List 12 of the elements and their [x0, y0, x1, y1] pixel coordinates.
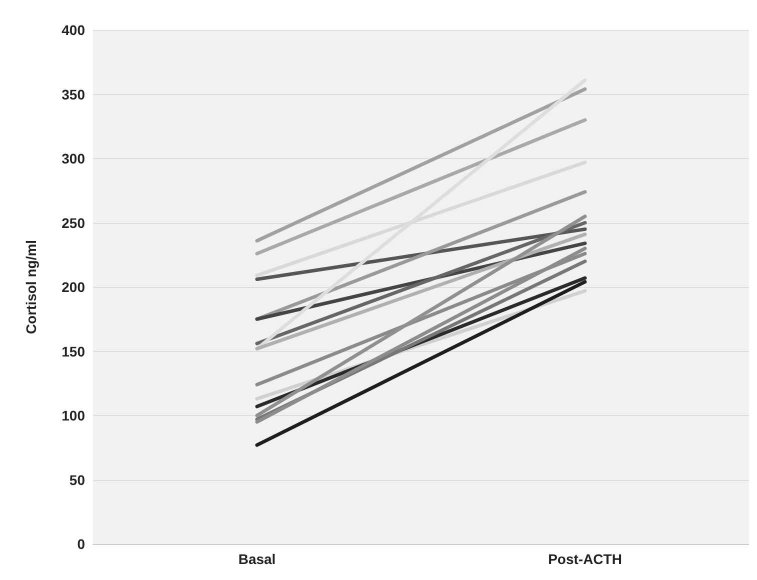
x-tick-label: Post-ACTH	[548, 551, 622, 567]
y-tick-label: 100	[62, 408, 86, 424]
x-tick-label: Basal	[238, 551, 276, 567]
y-tick-label: 200	[62, 279, 86, 295]
y-tick-label: 400	[62, 22, 86, 38]
y-tick-label: 350	[62, 86, 86, 102]
y-tick-label: 50	[69, 472, 86, 488]
y-tick-label: 300	[62, 150, 86, 166]
y-tick-label: 250	[62, 214, 86, 231]
y-axis-title: Cortisol ng/ml	[23, 240, 39, 334]
y-tick-label: 150	[62, 343, 86, 360]
y-tick-label: 0	[77, 536, 86, 552]
